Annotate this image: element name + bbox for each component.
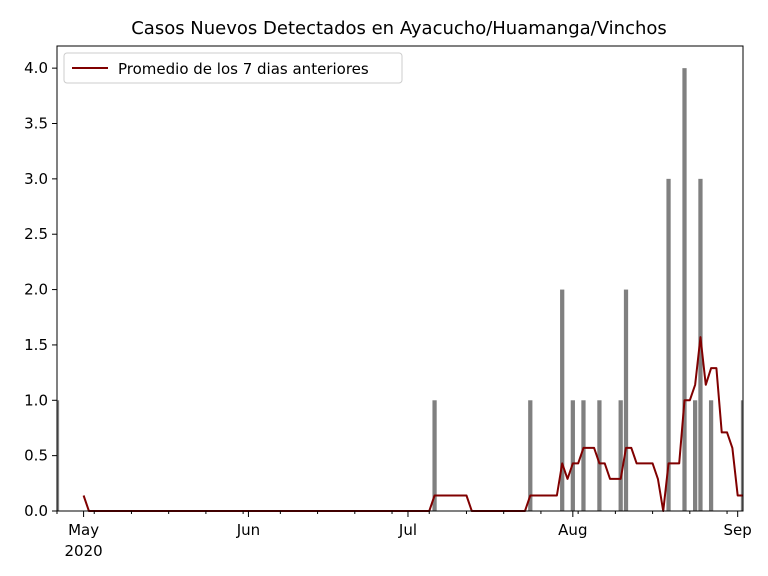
bar — [432, 400, 437, 511]
x-tick-label: Sep — [724, 521, 752, 539]
legend: Promedio de los 7 dias anteriores — [63, 52, 403, 84]
y-axis: 0.0 0.5 1.0 1.5 2.0 2.5 3.0 3.5 4.0 — [24, 59, 57, 520]
average-line-group — [82, 336, 743, 512]
bar — [666, 178, 671, 511]
x-tick-label: May — [68, 521, 99, 539]
y-tick-label: 3.5 — [24, 115, 48, 133]
x-tick-label: Jun — [236, 521, 260, 539]
y-tick-label: 3.0 — [24, 170, 48, 188]
y-tick-label: 2.5 — [24, 225, 48, 243]
chart-title: Casos Nuevos Detectados en Ayacucho/Huam… — [131, 18, 667, 39]
x-tick-sublabel: 2020 — [64, 542, 102, 560]
y-tick-label: 4.0 — [24, 59, 48, 77]
x-axis: May 2020 Jun Jul Aug Sep — [56, 511, 752, 560]
bar — [597, 400, 602, 511]
bar — [693, 400, 698, 511]
bar — [570, 400, 575, 511]
bar — [623, 289, 629, 511]
y-tick-label: 1.5 — [24, 336, 48, 354]
x-tick-label: Jul — [398, 521, 417, 539]
y-tick-label: 2.0 — [24, 281, 48, 299]
bars — [57, 68, 743, 512]
x-tick-label: Aug — [558, 521, 587, 539]
bar — [57, 400, 60, 511]
y-tick-label: 0.0 — [24, 502, 48, 520]
bar — [708, 400, 714, 511]
bar — [618, 400, 623, 511]
bar — [581, 400, 586, 511]
legend-label: Promedio de los 7 dias anteriores — [118, 60, 369, 78]
y-tick-label: 1.0 — [24, 391, 48, 409]
bar — [682, 68, 687, 512]
average-line — [82, 336, 743, 512]
bar — [560, 289, 565, 511]
legend-box — [63, 52, 403, 84]
bar — [740, 400, 743, 511]
y-tick-label: 0.5 — [24, 447, 48, 465]
bar — [528, 400, 533, 511]
plot-frame — [56, 45, 744, 512]
